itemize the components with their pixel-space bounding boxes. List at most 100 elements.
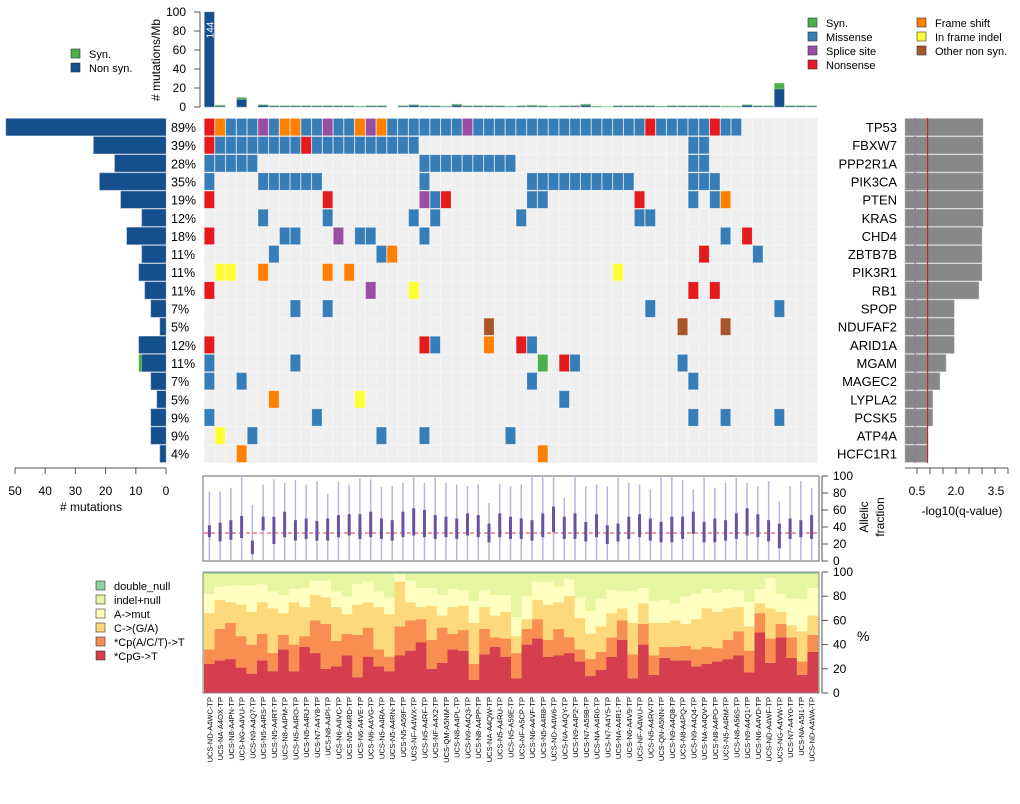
empty-cell [311,390,323,409]
mutation-cell [687,154,699,173]
empty-cell [505,299,516,318]
empty-cell [472,354,484,372]
spectrum-segment [436,594,448,616]
syn-bar [526,104,538,107]
mutation-cell [472,154,484,173]
spectrum-segment [447,573,459,589]
x-tick-label: 0 [163,484,170,498]
spectrum-segment [563,573,575,580]
empty-cell [333,354,344,372]
mutation-cell [279,136,291,155]
spectrum-segment [447,588,459,608]
empty-cell [247,372,258,391]
empty-cell [365,299,377,318]
empty-cell [236,172,248,191]
spectrum-segment [754,573,766,589]
mutation-cell [204,118,215,136]
spectrum-segment [288,671,300,693]
mutation-cell [537,444,549,463]
sample-label: UCS-N6-A4VD-TP [754,697,763,759]
empty-cell [644,426,656,445]
spectrum-segment [246,611,258,645]
mutation-cell [290,136,301,155]
empty-cell [204,263,215,282]
empty-cell [634,154,645,173]
empty-cell [214,408,226,427]
empty-cell [290,444,301,463]
iqr-box [530,520,534,541]
spectrum-segment [288,572,300,574]
empty-cell [784,154,796,173]
empty-cell [290,154,301,173]
spectrum-segment [309,573,321,581]
empty-cell [451,263,463,282]
spectrum-segment [458,650,469,693]
sample-label: UCS-N8-A56S-TP [732,697,741,758]
empty-cell [763,372,774,391]
empty-cell [677,245,688,264]
sample-label: UCS-NA-A4OX-TP [216,697,225,760]
empty-cell [752,172,764,191]
empty-cell [644,372,656,391]
empty-cell [333,263,344,282]
mutation-cell [526,372,538,391]
iqr-box [412,508,416,536]
empty-cell [666,263,678,282]
empty-cell [505,136,516,155]
empty-cell [214,245,226,264]
empty-cell [494,408,506,427]
empty-cell [741,190,753,209]
empty-cell [806,245,817,264]
empty-cell [526,299,538,318]
empty-cell [752,299,764,318]
iqr-box [605,525,609,544]
mutation-cell [655,118,667,136]
empty-cell [623,426,635,445]
empty-cell [236,208,248,227]
empty-cell [601,390,613,409]
sample-label: UCS-N5-A4RS-TP [259,697,268,759]
empty-cell [365,263,377,282]
empty-cell [419,299,430,318]
empty-cell [655,408,667,427]
empty-cell [763,172,774,191]
sample-label: UCS-NA-A5I1-TP [797,697,806,756]
empty-cell [429,263,441,282]
empty-cell [472,227,484,245]
empty-cell [472,372,484,391]
empty-cell [763,299,774,318]
spectrum-segment [712,572,724,574]
spectrum-segment [489,637,501,648]
spectrum-segment [256,573,268,585]
empty-cell [644,317,656,336]
empty-cell [784,245,796,264]
empty-cell [472,335,484,354]
empty-cell [526,426,538,445]
empty-cell [515,408,527,427]
spectrum-segment [606,572,618,574]
iqr-box [476,515,480,538]
gene-count-bar [93,136,167,155]
empty-cell [311,426,323,445]
empty-cell [365,408,377,427]
empty-cell [451,299,463,318]
empty-cell [505,390,516,409]
empty-cell [795,354,807,372]
empty-cell [773,227,785,245]
empty-cell [451,172,463,191]
sample-label: UCS-N9-A4Q3-TP [463,697,472,759]
mutation-cell [257,172,269,191]
empty-cell [698,390,710,409]
empty-cell [569,372,581,391]
empty-cell [601,281,613,300]
spectrum-segment [320,572,332,574]
empty-cell [397,190,409,209]
mutation-cell [580,118,592,136]
spectrum-segment [415,572,427,574]
empty-cell [483,281,495,300]
empty-cell [333,190,344,209]
spectrum-segment [309,572,321,574]
spectrum-segment [383,597,395,615]
mutation-cell [687,118,699,136]
empty-cell [698,227,710,245]
